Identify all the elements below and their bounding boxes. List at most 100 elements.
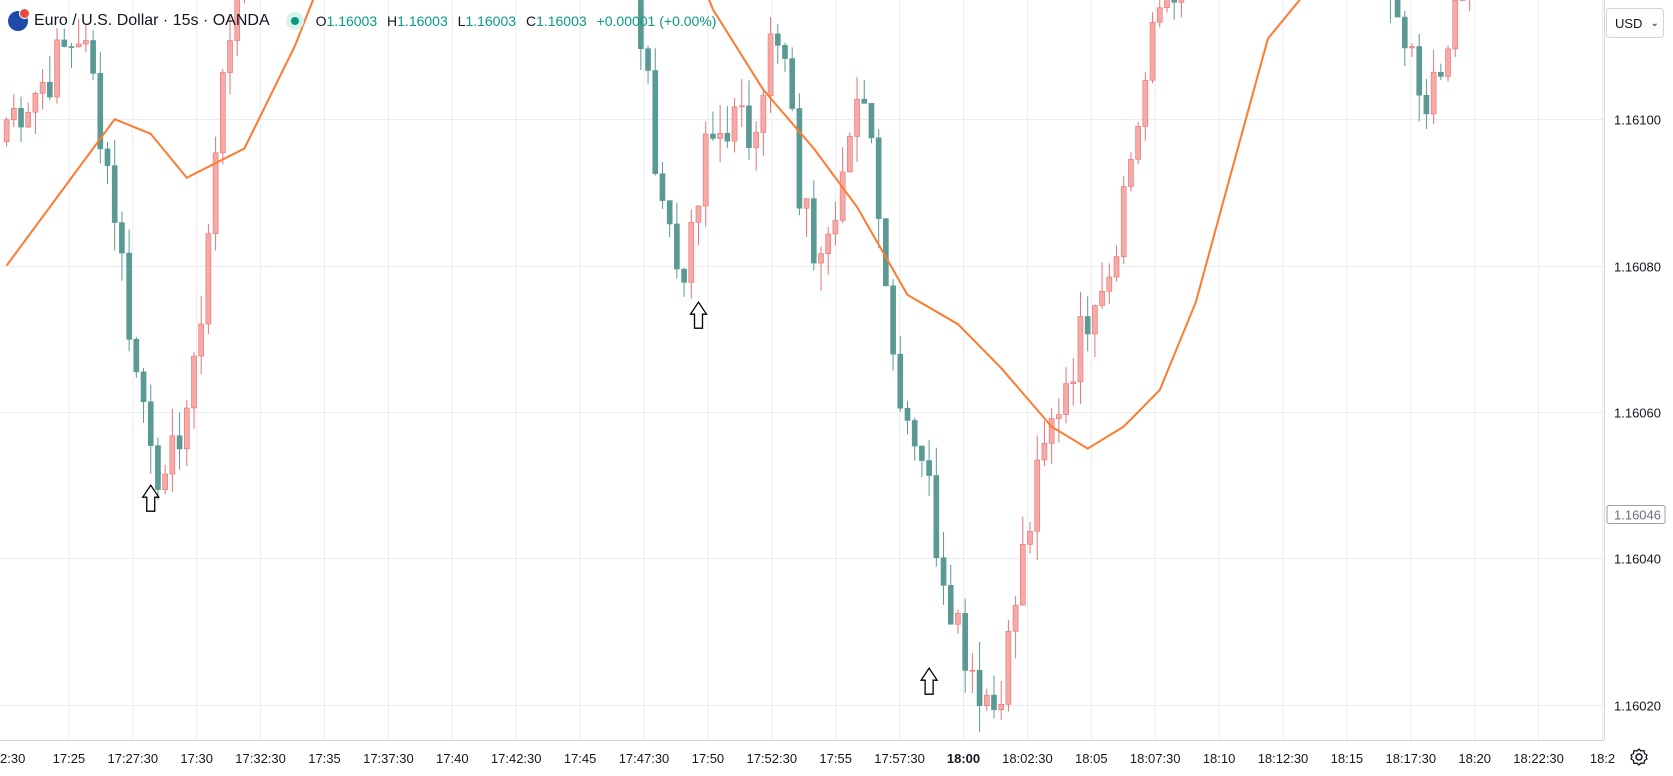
down-candle	[890, 279, 896, 371]
candle-body	[746, 105, 752, 148]
change-value: +0.00001 (+0.00%)	[596, 13, 717, 29]
down-candle	[147, 384, 154, 474]
candle-body	[947, 585, 954, 625]
down-candle	[861, 79, 868, 104]
up-candle	[1445, 45, 1451, 82]
eur-flag-icon	[8, 8, 30, 31]
up-candle	[1459, 0, 1466, 1]
candle-body	[1120, 186, 1127, 257]
candle-body	[1171, 0, 1177, 3]
down-candle	[1394, 0, 1401, 18]
open-value: 1.16003	[326, 13, 378, 29]
down-candle	[104, 142, 111, 185]
up-candle	[183, 399, 190, 466]
up-candle	[1135, 122, 1141, 165]
down-candle	[724, 105, 731, 148]
candle-body	[162, 473, 168, 490]
time-tick-label: 18:07:30	[1130, 751, 1181, 766]
time-tick-label: 17:45	[564, 751, 597, 766]
down-candle	[710, 111, 716, 141]
up-candle	[998, 680, 1005, 720]
candle-body	[839, 171, 846, 221]
gear-icon[interactable]	[1628, 746, 1650, 768]
candle-body	[962, 613, 968, 671]
down-candle	[126, 229, 132, 352]
candle-body	[219, 72, 226, 154]
current-price-box	[1606, 504, 1666, 524]
candle-body	[998, 704, 1005, 711]
high-value: 1.16003	[397, 13, 448, 29]
candle-body	[227, 40, 233, 73]
time-axis[interactable]: 2:30 17:25 17:27:30 17:30 17:32:30 17:35 17:37…	[0, 751, 1615, 766]
down-candle	[1416, 33, 1423, 122]
time-tick-label: 17:35	[308, 751, 341, 766]
candle-body	[1113, 256, 1120, 278]
candle-body	[147, 401, 154, 446]
candle-body	[688, 221, 695, 283]
time-tick-label: 17:52:30	[746, 751, 797, 766]
chart-grid	[0, 0, 1604, 740]
candle-body	[1452, 0, 1459, 50]
up-candle	[219, 68, 226, 165]
down-candle	[140, 367, 147, 423]
down-candle	[90, 30, 96, 81]
up-candle	[83, 24, 89, 53]
candle-body	[32, 92, 39, 113]
up-candle	[969, 653, 976, 694]
up-candle	[832, 201, 839, 246]
up-candle	[760, 90, 767, 156]
up-candle	[1034, 435, 1041, 561]
candle-body	[681, 268, 687, 283]
time-tick-label: 18:15	[1331, 751, 1364, 766]
candle-body	[183, 407, 190, 450]
candle-body	[10, 108, 17, 121]
price-tick-label: 1.16020	[1614, 699, 1661, 714]
candle-body	[796, 108, 803, 209]
price-tick-label: 1.16060	[1614, 406, 1661, 421]
symbol-title[interactable]: Euro / U.S. Dollar · 15s · OANDA	[34, 12, 270, 29]
down-candle	[119, 211, 125, 281]
candle-body	[75, 43, 82, 48]
time-tick-label: 17:47:30	[619, 751, 670, 766]
candle-body	[875, 137, 882, 219]
candle-body	[738, 105, 745, 108]
price-tick-label: 1.16080	[1614, 260, 1661, 275]
candle-body	[1156, 7, 1163, 23]
open-label: O	[315, 13, 327, 29]
candle-body	[717, 132, 723, 139]
arrow-annotations	[141, 301, 939, 695]
candle-body	[1012, 604, 1019, 632]
up-candle	[162, 464, 168, 495]
candle-body	[212, 152, 219, 235]
moving-average-line	[5, 0, 1301, 450]
candle-body	[1142, 79, 1149, 127]
up-candle	[1092, 304, 1098, 358]
down-candle	[926, 439, 932, 496]
candle-body	[97, 73, 104, 150]
market-status-icon[interactable]	[285, 12, 304, 30]
down-candle	[976, 641, 983, 732]
candle-body	[1063, 383, 1069, 415]
candle-body	[234, 0, 241, 41]
up-candle	[1128, 152, 1134, 192]
down-candle	[1401, 11, 1408, 67]
currency-selector[interactable]: USD ⌄	[1606, 8, 1664, 38]
candle-body	[68, 46, 75, 48]
down-candle	[652, 48, 659, 176]
time-tick-label: 17:50	[692, 751, 725, 766]
candle-body	[1149, 21, 1156, 81]
up-candle	[1106, 263, 1113, 305]
up-candle	[688, 209, 695, 299]
chevron-down-icon: ⌄	[1650, 17, 1659, 29]
time-tick-label: 17:25	[53, 751, 86, 766]
up-candle	[818, 246, 824, 291]
down-candle	[1438, 63, 1444, 81]
candle-body	[1092, 305, 1098, 335]
candle-body	[854, 98, 860, 137]
candle-body	[1423, 94, 1430, 115]
candle-body	[1056, 414, 1062, 419]
time-tick-label: 17:57:30	[874, 751, 925, 766]
time-tick-label: 17:40	[436, 751, 469, 766]
down-candle	[868, 102, 875, 144]
